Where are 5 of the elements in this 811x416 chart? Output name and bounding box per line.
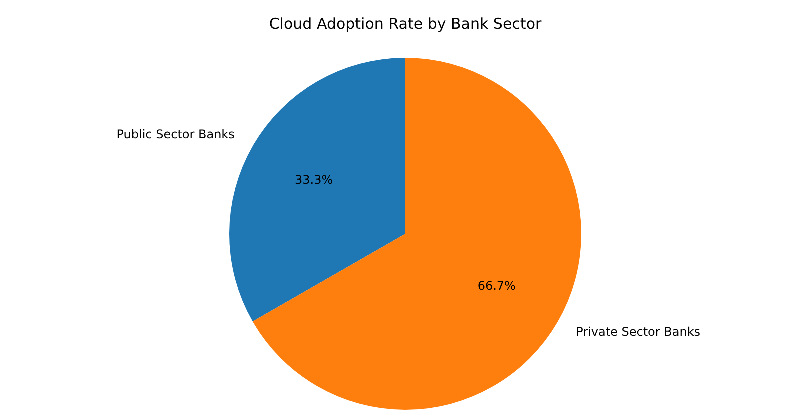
chart-title: Cloud Adoption Rate by Bank Sector — [269, 14, 542, 33]
data-label: 33.3% — [295, 173, 334, 188]
data-label: 66.7% — [478, 279, 516, 294]
slice-label: Private Sector Banks — [576, 324, 701, 339]
slice-label: Public Sector Banks — [116, 127, 235, 142]
